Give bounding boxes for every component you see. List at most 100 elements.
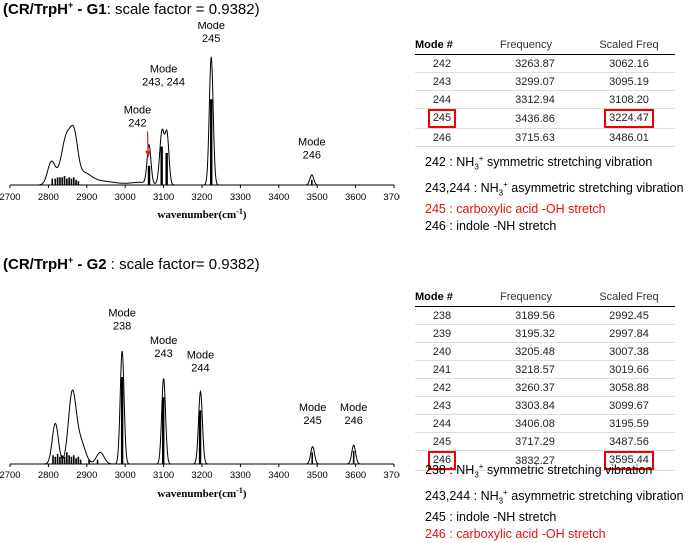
x-axis-label: wavenumber(cm-1) [157, 207, 247, 221]
stick-bar [79, 459, 82, 464]
stick-bar [165, 153, 168, 185]
highlight-box: 245 [427, 109, 457, 128]
table-cell: 246 [415, 128, 469, 147]
table-cell: 241 [415, 360, 469, 379]
table-cell: 3099.67 [583, 396, 675, 415]
table-cell: 2992.45 [583, 306, 675, 325]
highlight-box: 3595.44 [604, 451, 654, 470]
mode-annotation: Mode 245 [197, 22, 225, 45]
table-cell: 3019.66 [583, 360, 675, 379]
mode-annotation: Mode 244 [187, 350, 215, 375]
table-row: 246 3832.27 3595.44 [415, 450, 675, 471]
table-cell: 3189.56 [469, 306, 583, 325]
x-axis-label: wavenumber(cm-1) [157, 486, 247, 500]
x-tick-label: 3400 [268, 470, 289, 481]
x-tick-label: 3700 [383, 192, 400, 203]
stick-bar [70, 178, 73, 185]
table-cell: 3218.57 [469, 360, 583, 379]
stick-bar [147, 165, 151, 185]
mode-note: 246 : indole -NH stretch [425, 219, 557, 234]
x-tick-label: 3200 [191, 470, 212, 481]
stick-bar [59, 456, 61, 464]
stick-bar [54, 456, 57, 464]
stick-bar [51, 178, 54, 185]
stick-bar [311, 179, 313, 185]
table-cell: 242 [415, 378, 469, 397]
table-cell: 245 [415, 108, 469, 129]
table-cell: 3303.84 [469, 396, 583, 415]
table-cell: 244 [415, 90, 469, 109]
g2-spectrum-chart: 2700 2800 2900 3000 3100 3200 3300 3400 3500 3600… [0, 308, 400, 500]
mode-note: 245 : carboxylic acid -OH stretch [425, 202, 606, 217]
table-row: 240 3205.48 3007.38 [415, 342, 675, 361]
table-header: Mode # [415, 288, 469, 307]
stick-bar [72, 455, 75, 464]
stick-bar [77, 181, 80, 185]
table-row: 238 3189.56 2992.45 [415, 306, 675, 325]
x-tick-label: 3500 [307, 192, 328, 203]
mode-note: 243,244 : NH3+ asymmetric stretching vib… [425, 179, 684, 198]
spectrum-line [10, 350, 394, 465]
table-cell: 3715.63 [469, 128, 583, 147]
g1-spectrum-chart: 2700 2800 2900 3000 3100 3200 3300 3400 3500 3600… [0, 22, 400, 221]
table-row: 245 3717.29 3487.56 [415, 432, 675, 451]
g2-frequency-table: Mode # Frequency Scaled Freq 238 3189.56 2992… [415, 288, 675, 471]
g2-section: (CR/TrpH+ - G2 : scale factor= 0.9382) 2… [0, 255, 696, 541]
stick-bar [68, 177, 70, 185]
table-cell: 3007.38 [583, 342, 675, 361]
table-row: 242 3263.87 3062.16 [415, 54, 675, 73]
annotation-arrowhead [145, 150, 152, 157]
x-tick-label: 3100 [153, 192, 174, 203]
stick-bar [72, 177, 75, 185]
g1-heading: (CR/TrpH+ - G1: scale factor = 0.9382) [3, 0, 260, 18]
table-row: 242 3260.37 3058.88 [415, 378, 675, 397]
stick-bar [59, 177, 61, 185]
table-header: Frequency [469, 36, 583, 55]
x-tick-label: 2900 [76, 192, 97, 203]
mode-annotation: Mode 242 [124, 104, 152, 129]
stick-bar [75, 179, 77, 185]
table-cell: 243 [415, 72, 469, 91]
stick-bar [52, 455, 54, 464]
table-cell: 244 [415, 414, 469, 433]
table-cell: 246 [415, 450, 469, 471]
table-row: 241 3218.57 3019.66 [415, 360, 675, 379]
table-cell: 3095.19 [583, 72, 675, 91]
x-tick-label: 2900 [76, 470, 97, 481]
stick-bar [68, 455, 70, 464]
mode-note: 242 : NH3+ symmetric stretching vibratio… [425, 154, 653, 172]
stick-bar [75, 458, 77, 464]
table-cell: 3263.87 [469, 54, 583, 73]
table-cell: 3108.20 [583, 90, 675, 109]
stick-bar [70, 456, 73, 464]
table-cell: 3436.86 [469, 108, 583, 129]
mode-note: 238 : NH3+ symmetric stretching vibratio… [425, 462, 653, 480]
x-tick-label: 3500 [307, 470, 328, 481]
table-cell: 3195.32 [469, 324, 583, 343]
stick-bar [162, 397, 165, 464]
mode-annotation: Mode 246 [298, 136, 326, 161]
x-tick-label: 3200 [191, 192, 212, 203]
stick-bar [198, 410, 202, 464]
mode-annotation: Mode 243 [150, 335, 178, 360]
table-cell: 243 [415, 396, 469, 415]
mode-note: 243,244 : NH3+ asymmetric stretching vib… [425, 487, 684, 506]
g1-section: (CR/TrpH+ - G1: scale factor = 0.9382) 2… [0, 0, 696, 260]
stick-bar [66, 178, 68, 185]
table-header: Scaled Freq [583, 288, 675, 307]
stick-bar [210, 99, 213, 185]
table-cell: 2997.84 [583, 324, 675, 343]
table-cell: 240 [415, 342, 469, 361]
table-cell: 242 [415, 54, 469, 73]
table-cell: 3058.88 [583, 378, 675, 397]
table-header: Mode # [415, 36, 469, 55]
table-header: Scaled Freq [583, 36, 675, 55]
g1-frequency-table: Mode # Frequency Scaled Freq 242 3263.87 3062… [415, 36, 675, 147]
stick-bar [96, 459, 99, 464]
highlight-box: 246 [427, 451, 457, 470]
stick-bar [56, 177, 59, 185]
stick-bar [77, 456, 80, 464]
table-cell: 3224.47 [583, 108, 675, 129]
x-tick-label: 3300 [230, 470, 251, 481]
table-row: 243 3303.84 3099.67 [415, 396, 675, 415]
